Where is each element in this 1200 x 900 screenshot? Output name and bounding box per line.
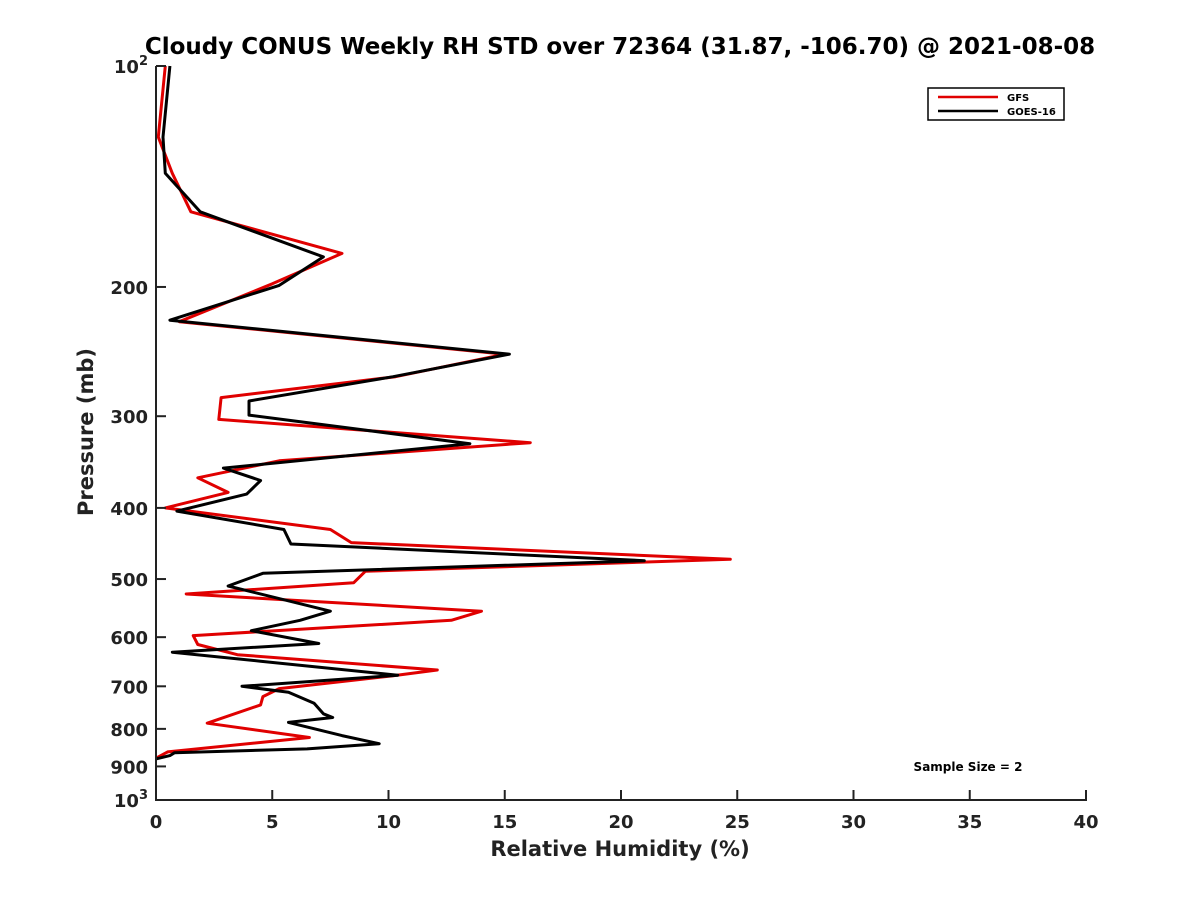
y-tick-label: 700 [110,677,148,698]
axes-layer: 0 5 10 15 20 25 30 35 40 102 200 300 400 500 600 700 800… [110,54,1098,833]
sample-size-annotation: Sample Size = 2 [914,760,1023,774]
x-axis-label: Relative Humidity (%) [490,837,749,861]
y-tick-label: 103 [114,788,148,812]
y-tick-label: 102 [114,54,148,78]
x-tick-label: 0 [150,812,163,833]
series-line-goes-16 [155,65,646,761]
legend-box [927,87,1065,121]
x-tick-label: 5 [266,812,279,833]
y-axis-label: Pressure (mb) [74,348,98,516]
y-tick-label: 400 [110,499,148,520]
x-tick-label: 15 [492,812,517,833]
x-tick-label: 10 [376,812,401,833]
plot-area: 0 5 10 15 20 25 30 35 40 102 200 300 400 500 600 700 800… [110,54,1098,833]
x-tick-label: 25 [725,812,750,833]
y-tick-label: 800 [110,720,148,741]
y-tick-label: 900 [110,757,148,778]
series-layer [155,65,732,761]
legend-label-goes-16: GOES-16 [1007,107,1056,118]
y-tick-label: 200 [110,278,148,299]
y-tick-label: 500 [110,570,148,591]
legend: GFS GOES-16 [927,87,1065,121]
x-tick-label: 20 [608,812,633,833]
legend-label-gfs: GFS [1007,93,1029,104]
x-tick-label: 35 [957,812,982,833]
x-tick-label: 30 [841,812,866,833]
y-tick-label: 300 [110,407,148,428]
y-tick-label: 600 [110,628,148,649]
x-tick-label: 40 [1073,812,1098,833]
chart-title: Cloudy CONUS Weekly RH STD over 72364 (3… [145,34,1095,60]
